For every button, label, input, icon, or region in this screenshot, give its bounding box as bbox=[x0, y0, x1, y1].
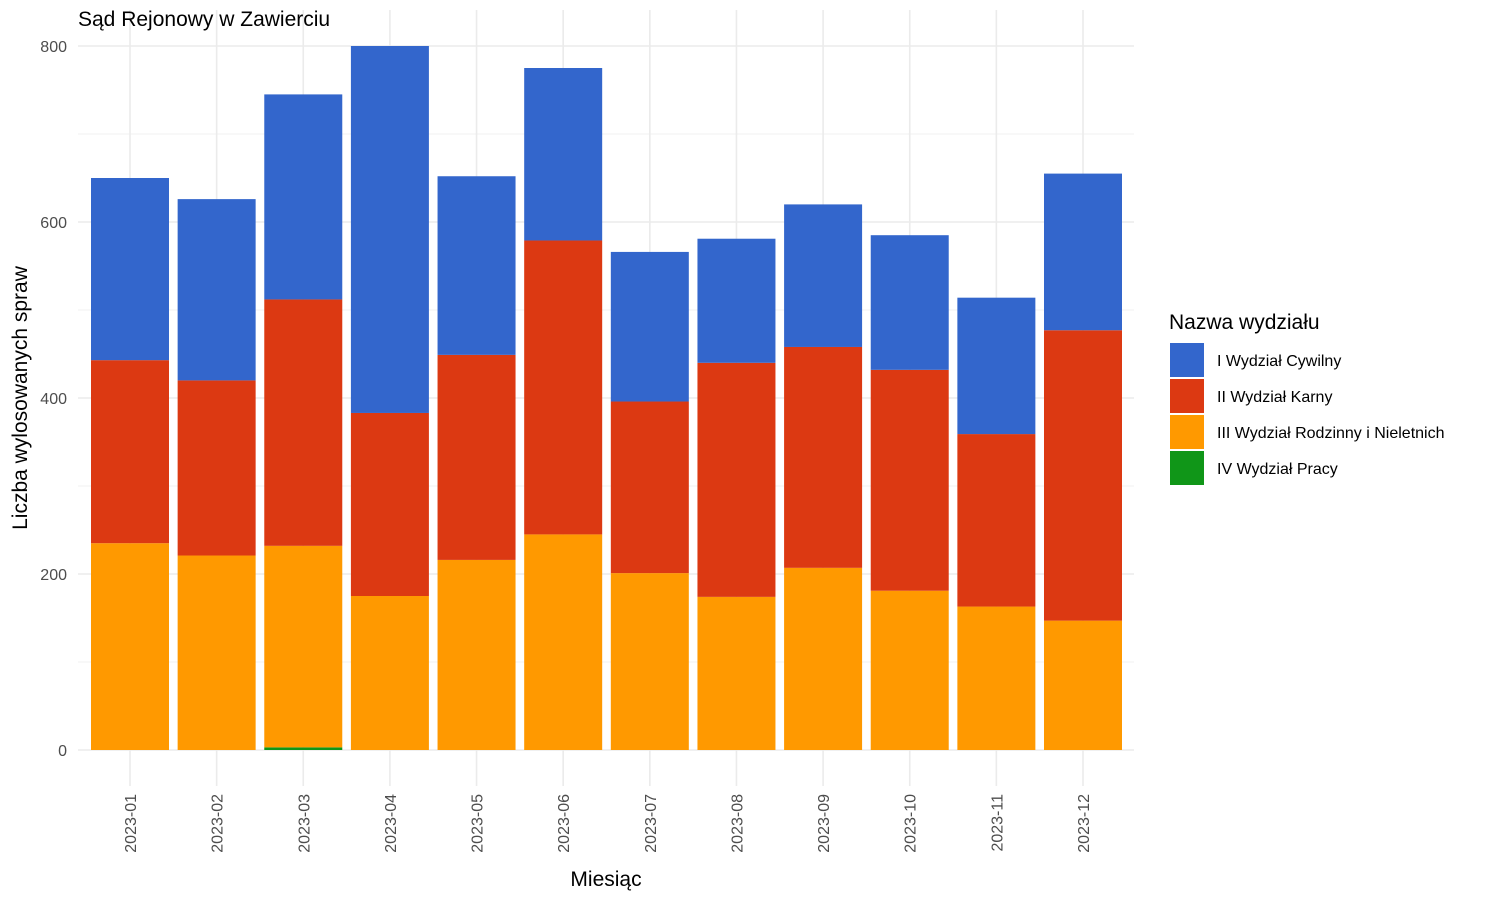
y-axis-ticks: 0 200 400 600 800 bbox=[40, 39, 67, 760]
x-tick-label: 2023-09 bbox=[816, 794, 833, 853]
legend-label: II Wydział Karny bbox=[1217, 389, 1332, 406]
bar-segment bbox=[91, 360, 169, 544]
legend-label: III Wydział Rodzinny i Nieletnich bbox=[1217, 425, 1445, 442]
y-tick-label: 600 bbox=[40, 215, 67, 232]
bar-segment bbox=[91, 178, 169, 361]
bar-segment bbox=[177, 380, 256, 556]
y-axis-title: Liczba wylosowanych spraw bbox=[9, 265, 32, 530]
bar-segment bbox=[350, 412, 429, 596]
x-tick-label: 2023-04 bbox=[383, 794, 400, 853]
chart-title: Sąd Rejonowy w Zawierciu bbox=[78, 8, 330, 31]
y-tick-label: 200 bbox=[40, 567, 67, 584]
legend-swatch bbox=[1170, 343, 1204, 377]
bar-segment bbox=[957, 606, 1036, 750]
bar-segment bbox=[350, 596, 429, 750]
x-tick-label: 2023-06 bbox=[556, 794, 573, 853]
bar-segment bbox=[870, 235, 949, 370]
bar-segment bbox=[610, 251, 689, 402]
bar-segment bbox=[264, 94, 343, 300]
bar-segment bbox=[784, 204, 863, 347]
legend-swatch bbox=[1170, 415, 1204, 449]
legend-title: Nazwa wydziału bbox=[1169, 311, 1320, 334]
bar-segment bbox=[177, 555, 256, 750]
y-tick-label: 0 bbox=[58, 743, 67, 760]
legend-swatch bbox=[1170, 379, 1204, 413]
legend-label: I Wydział Cywilny bbox=[1217, 353, 1341, 370]
x-tick-label: 2023-11 bbox=[989, 794, 1006, 852]
bar-segment bbox=[264, 545, 343, 748]
bar-segment bbox=[784, 567, 863, 750]
legend-label: IV Wydział Pracy bbox=[1217, 461, 1338, 478]
x-tick-label: 2023-02 bbox=[210, 794, 227, 853]
bars bbox=[91, 46, 1122, 750]
bar-segment bbox=[697, 596, 776, 750]
bar-segment bbox=[264, 747, 343, 750]
x-tick-label: 2023-08 bbox=[729, 794, 746, 853]
x-axis-title: Miesiąc bbox=[570, 868, 641, 891]
legend-swatch bbox=[1170, 451, 1204, 485]
bar-segment bbox=[1044, 620, 1122, 750]
bar-segment bbox=[957, 297, 1036, 435]
bar-segment bbox=[870, 590, 949, 750]
bar-segment bbox=[524, 240, 603, 535]
bar-segment bbox=[1044, 330, 1122, 621]
bar-segment bbox=[437, 176, 516, 355]
x-axis-ticks: 2023-01 2023-02 2023-03 2023-04 2023-05 2023-… bbox=[123, 794, 1093, 853]
bar-segment bbox=[524, 534, 603, 750]
x-tick-label: 2023-12 bbox=[1076, 794, 1093, 853]
bar-segment bbox=[1044, 173, 1122, 331]
bar-segment bbox=[437, 559, 516, 750]
x-tick-label: 2023-03 bbox=[296, 794, 313, 853]
bar-segment bbox=[784, 346, 863, 568]
bar-segment bbox=[524, 68, 603, 241]
bar-segment bbox=[91, 543, 169, 750]
bar-segment bbox=[610, 573, 689, 750]
bar-segment bbox=[610, 401, 689, 574]
x-tick-label: 2023-01 bbox=[123, 794, 140, 853]
bar-segment bbox=[870, 369, 949, 591]
bar-segment bbox=[697, 362, 776, 597]
x-tick-label: 2023-10 bbox=[903, 794, 920, 853]
bar-segment bbox=[437, 354, 516, 560]
bar-segment bbox=[264, 299, 343, 546]
bar-segment bbox=[350, 46, 429, 413]
legend: Nazwa wydziału I Wydział Cywilny II Wydzi… bbox=[1169, 311, 1445, 485]
x-tick-label: 2023-07 bbox=[643, 794, 660, 853]
bar-segment bbox=[957, 434, 1036, 607]
x-tick-label: 2023-05 bbox=[470, 794, 487, 853]
bar-segment bbox=[177, 199, 256, 381]
bar-segment bbox=[697, 238, 776, 363]
y-tick-label: 400 bbox=[40, 391, 67, 408]
y-tick-label: 800 bbox=[40, 39, 67, 56]
